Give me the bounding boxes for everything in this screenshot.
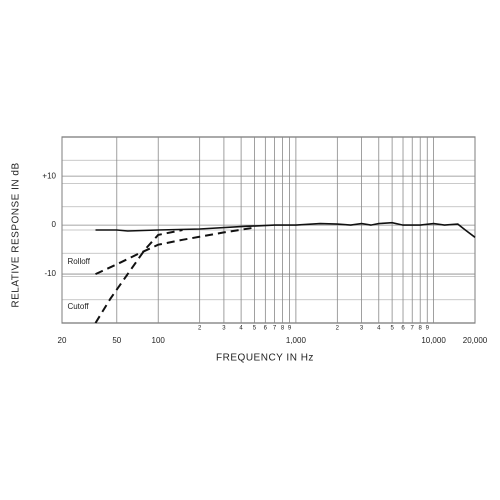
x-tick-label: 1,000: [286, 336, 307, 345]
x-tick-label: 7: [273, 326, 277, 332]
x-tick-label: 4: [239, 326, 243, 332]
series-label: Cutoff: [67, 302, 89, 311]
x-tick-label: 2: [198, 326, 202, 332]
x-tick-label: 100: [152, 336, 166, 345]
x-tick-label: 9: [426, 326, 430, 332]
x-tick-label: 50: [112, 336, 121, 345]
x-tick-label: 6: [401, 326, 405, 332]
x-tick-label: 7: [411, 326, 415, 332]
x-tick-label: 20: [58, 336, 67, 345]
y-tick-label: +10: [42, 171, 56, 180]
series-label: Rolloff: [67, 257, 90, 266]
x-tick-label: 5: [390, 326, 394, 332]
y-axis-title: RELATIVE RESPONSE IN dB: [11, 162, 22, 307]
y-tick-label: 0: [52, 220, 57, 229]
x-tick-label: 8: [281, 326, 285, 332]
response-line: [95, 221, 476, 238]
x-tick-label: 9: [288, 326, 292, 332]
x-tick-label: 3: [222, 326, 226, 332]
x-tick-label: 4: [377, 326, 381, 332]
y-tick-label: -10: [44, 269, 56, 278]
x-tick-label: 20,000: [463, 336, 488, 345]
x-tick-label: 2: [336, 326, 340, 332]
x-axis-title: FREQUENCY IN Hz: [216, 353, 314, 364]
x-tick-label: 5: [253, 326, 257, 332]
x-tick-label: 3: [360, 326, 364, 332]
response-line: [95, 226, 255, 276]
x-tick-label: 6: [264, 326, 268, 332]
x-tick-label: 10,000: [421, 336, 446, 345]
x-tick-label: 8: [419, 326, 423, 332]
